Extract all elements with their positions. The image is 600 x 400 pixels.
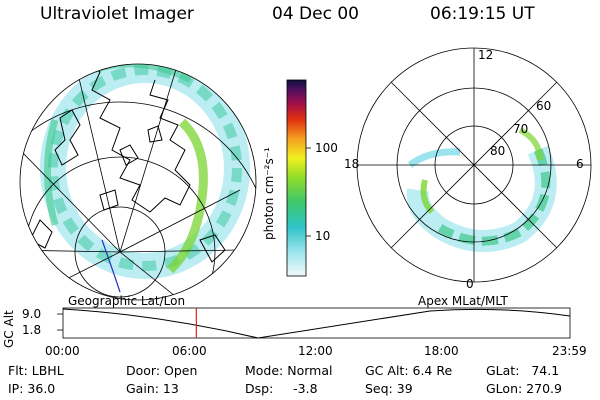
mlt-label-12: 12 [478,48,494,62]
geographic-image [19,63,257,301]
instrument-title: Ultraviolet Imager [40,4,194,24]
timeline-plot [57,307,571,339]
color-bar [286,79,311,277]
info-door: Door: Open [126,363,198,378]
info-seq: Seq: 39 [365,381,413,396]
timeline-x-tick: 12:00 [298,344,333,358]
info-dsp: Dsp: -3.8 [245,381,318,396]
timeline-right-title: Apex MLat/MLT [418,294,508,308]
timeline-x-tick: 23:59 [552,344,587,358]
info-gc-alt: GC Alt: 6.4 Re [365,363,453,378]
timeline-y-axis-label: GC Alt [2,310,16,348]
info-glon: GLon: 270.9 [486,381,562,396]
timeline-y-tick-low: 1.8 [22,323,42,337]
timeline-left-title: Geographic Lat/Lon [68,294,186,308]
info-mode: Mode: Normal [245,363,333,378]
colorbar-tick-10: 10 [315,229,331,243]
info-glat: GLat: 74.1 [486,363,560,378]
colorbar-tick-100: 100 [315,141,338,155]
timeline-x-tick: 06:00 [172,344,207,358]
info-filter: Flt: LBHL [8,363,64,378]
observation-time: 06:19:15 UT [430,4,535,24]
mlt-label-18: 18 [344,157,360,171]
mlt-label-0: 0 [466,277,474,291]
lat-label-80: 80 [490,144,506,158]
info-gain: Gain: 13 [126,381,179,396]
colorbar-unit-label: photon cm⁻²s⁻¹ [262,147,276,240]
polar-plot [356,47,592,283]
timeline-x-tick: 18:00 [424,344,459,358]
mlt-label-6: 6 [576,157,584,171]
observation-date: 04 Dec 00 [272,4,359,24]
info-ip: IP: 36.0 [8,381,56,396]
lat-label-70: 70 [513,122,529,136]
lat-label-60: 60 [536,99,552,113]
timeline-y-tick-high: 9.0 [22,307,42,321]
timeline-x-tick: 00:00 [45,344,80,358]
